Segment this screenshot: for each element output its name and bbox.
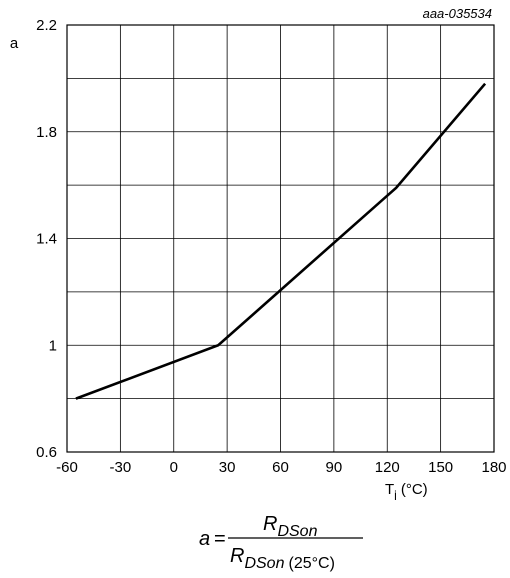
x-axis-label: Tj (°C) [385, 481, 428, 500]
y-tick-label: 0.6 [36, 444, 57, 461]
y-tick-label: 1.4 [36, 231, 57, 248]
x-tick-label: 60 [272, 459, 289, 476]
y-tick-label: 1 [49, 337, 57, 354]
formula: a = RDSon RDSon (25°C) [199, 513, 363, 572]
formula-denominator: RDSon (25°C) [230, 545, 335, 572]
y-tick-label: 2.2 [36, 17, 57, 34]
y-tick-label: 1.8 [36, 124, 57, 141]
y-tick-labels: 0.6 1 1.4 1.8 2.2 [36, 17, 57, 461]
formula-lhs: a [199, 528, 210, 550]
x-axis-label-main: T [385, 481, 394, 498]
x-tick-label: -30 [110, 459, 132, 476]
x-tick-label: 0 [170, 459, 178, 476]
series-line [75, 82, 487, 400]
figure-reference: aaa-035534 [423, 6, 492, 21]
grid [66, 24, 495, 453]
x-axis-label-unit: (°C) [401, 481, 428, 498]
x-tick-label: 120 [375, 459, 400, 476]
y-axis-label: a [10, 35, 19, 52]
formula-numerator: RDSon [263, 513, 318, 540]
x-tick-label: 150 [428, 459, 453, 476]
formula-equals: = [214, 528, 226, 550]
x-axis-label-sub: j [393, 488, 397, 500]
chart-svg: -60 -30 0 30 60 90 120 150 180 0.611.41.82.2 aaa… [10, 6, 507, 500]
plot-frame [66, 24, 495, 453]
x-tick-label: 30 [219, 459, 236, 476]
x-tick-label: -60 [56, 459, 78, 476]
x-tick-label: 180 [481, 459, 506, 476]
x-tick-labels: -60 -30 0 30 60 90 120 150 180 [56, 459, 506, 476]
series-group [75, 82, 487, 400]
x-tick-label: 90 [326, 459, 343, 476]
